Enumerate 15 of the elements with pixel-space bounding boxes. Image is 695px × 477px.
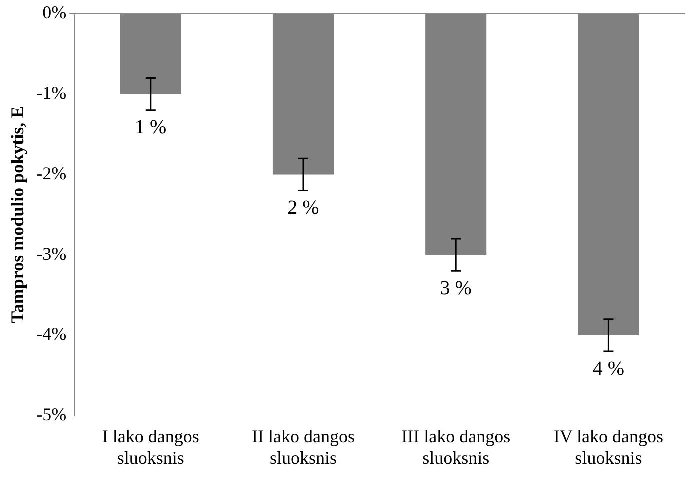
annotation: 1 % [135, 116, 167, 139]
annotation: 4 % [592, 358, 625, 380]
y-tick-label: -3% [36, 244, 67, 264]
y-tick-label: -1% [36, 83, 67, 104]
x-tick-label: III lako dangos sluoksnis [402, 426, 511, 468]
y-tick-label: -2% [36, 163, 67, 184]
y-axis-title: Tampros modulio pokytis, E [7, 106, 28, 324]
y-tick-label: -4% [36, 324, 67, 344]
x-tick-label: I lako dangos sluoksnis [102, 426, 200, 468]
x-tick-label: IV lako dangos sluoksnis [554, 426, 664, 468]
x-tick-label: II lako dangos sluoksnis [252, 426, 355, 468]
annotation: 3 % [440, 277, 472, 300]
annotation: 2 % [288, 197, 320, 220]
y-tick-label: 0% [42, 2, 67, 23]
y-tick-label: -5% [36, 404, 67, 425]
